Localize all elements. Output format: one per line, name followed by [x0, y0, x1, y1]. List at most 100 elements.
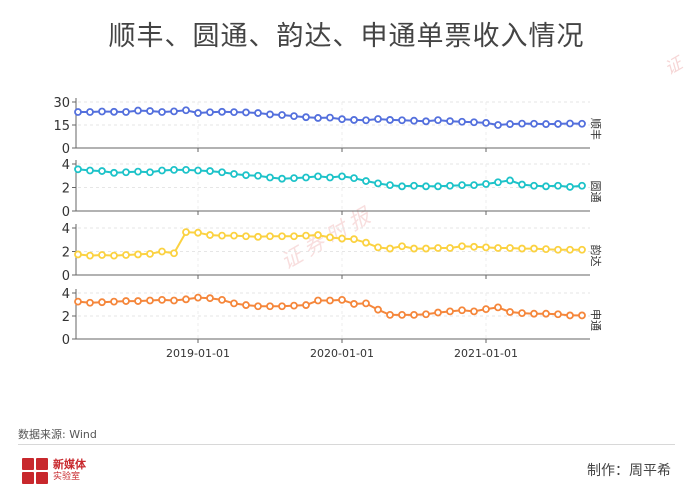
- data-point: [122, 297, 130, 305]
- data-point: [554, 120, 562, 128]
- data-point: [410, 116, 418, 125]
- data-point: [158, 108, 166, 116]
- data-point: [170, 107, 178, 116]
- data-point: [98, 167, 106, 175]
- data-point: [302, 301, 310, 309]
- y-tick-label: 4: [62, 158, 70, 173]
- data-point: [146, 296, 154, 305]
- data-point: [542, 309, 550, 318]
- data-point: [422, 182, 430, 191]
- data-point: [422, 244, 430, 253]
- data-point: [290, 232, 298, 241]
- data-point: [218, 295, 226, 304]
- data-point: [482, 243, 490, 252]
- series-label: 申通: [589, 309, 602, 331]
- data-point: [446, 117, 454, 126]
- data-point: [362, 116, 370, 125]
- data-point: [278, 302, 286, 311]
- data-point: [338, 115, 346, 124]
- data-point: [170, 165, 178, 174]
- data-point: [326, 113, 334, 122]
- data-point: [266, 302, 274, 311]
- data-point: [146, 107, 154, 115]
- data-point: [350, 235, 358, 244]
- data-point: [194, 109, 202, 117]
- data-point: [254, 109, 262, 117]
- line-chart-panels: 0 15 30 顺丰 0 2 4 圆通 0 2 4 韵达 0 2 4 申通 2019-01-01 2020-01-…: [53, 96, 603, 360]
- data-point: [194, 166, 202, 175]
- data-point: [134, 167, 142, 176]
- data-point: [458, 117, 466, 126]
- data-point: [290, 301, 298, 310]
- data-point: [182, 228, 190, 237]
- data-point: [206, 108, 214, 117]
- data-point: [470, 118, 478, 127]
- logo-line-1: 新媒体: [53, 458, 86, 471]
- data-point: [146, 168, 154, 177]
- data-point: [506, 308, 514, 316]
- data-point: [74, 108, 82, 116]
- data-point: [518, 119, 526, 128]
- data-point: [470, 242, 478, 251]
- data-point: [350, 174, 358, 183]
- data-point: [422, 117, 430, 126]
- logo-line-2: 实验室: [53, 472, 81, 482]
- data-point: [338, 295, 346, 304]
- data-point: [86, 298, 94, 307]
- data-point: [182, 106, 190, 115]
- data-point: [410, 181, 418, 190]
- data-point: [482, 118, 490, 127]
- data-point: [578, 311, 586, 320]
- data-point: [134, 297, 142, 305]
- data-point: [302, 113, 310, 122]
- data-point: [110, 297, 118, 306]
- data-point: [566, 119, 574, 128]
- data-point: [230, 231, 238, 240]
- data-point: [122, 108, 130, 116]
- data-point: [86, 108, 94, 116]
- data-point: [182, 295, 190, 304]
- data-point: [530, 119, 538, 128]
- y-tick-label: 30: [53, 96, 70, 111]
- data-point: [578, 119, 586, 128]
- data-point: [398, 182, 406, 191]
- data-point: [350, 300, 358, 308]
- data-point: [158, 295, 166, 304]
- data-point: [362, 238, 370, 247]
- data-point: [218, 231, 226, 240]
- panel-2: 0 2 4 圆通: [62, 158, 602, 220]
- y-tick-label: 15: [53, 119, 70, 134]
- y-tick-label: 2: [62, 246, 70, 261]
- data-point: [374, 243, 382, 252]
- x-tick-label: 2021-01-01: [454, 347, 518, 360]
- data-point: [242, 232, 250, 241]
- data-point: [362, 177, 370, 185]
- data-point: [302, 231, 310, 240]
- panel-1: 0 15 30 顺丰: [53, 96, 602, 157]
- data-point: [98, 251, 106, 259]
- data-point: [542, 245, 550, 254]
- data-point: [446, 244, 454, 252]
- data-point: [230, 299, 238, 308]
- data-point: [230, 108, 238, 117]
- data-point: [446, 181, 454, 190]
- data-point: [506, 176, 514, 185]
- data-point: [74, 297, 82, 306]
- panel-3: 0 2 4 韵达: [62, 222, 603, 284]
- data-point: [290, 112, 298, 121]
- data-point: [266, 173, 274, 182]
- data-point: [578, 181, 586, 190]
- source-note: 数据来源: Wind: [18, 428, 97, 441]
- data-point: [470, 307, 478, 316]
- data-point: [170, 249, 178, 258]
- y-tick-label: 0: [62, 205, 70, 220]
- data-point: [338, 234, 346, 243]
- data-point: [338, 172, 346, 181]
- data-point: [314, 296, 322, 305]
- data-point: [218, 168, 226, 177]
- data-point: [194, 228, 202, 237]
- y-tick-label: 4: [62, 222, 70, 237]
- data-point: [446, 307, 454, 316]
- data-point: [410, 310, 418, 319]
- y-tick-label: 2: [62, 310, 70, 325]
